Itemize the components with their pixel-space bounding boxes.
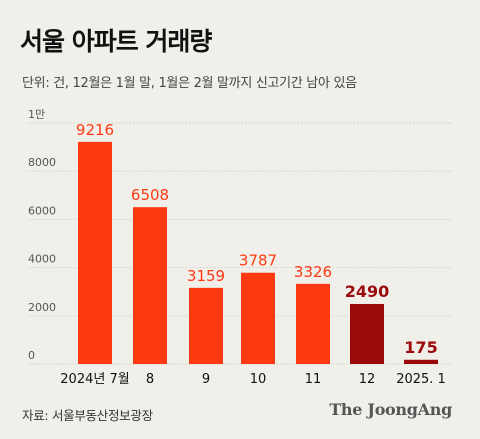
bar <box>241 272 275 364</box>
value-label: 9216 <box>76 121 114 139</box>
x-tick-label: 2025. 1 <box>396 372 446 387</box>
y-tick-label: 8000 <box>28 156 56 169</box>
bar <box>133 207 167 364</box>
x-tick-label: 2024년 7월 <box>60 372 129 387</box>
value-label: 3326 <box>294 263 332 281</box>
value-label: 3159 <box>187 267 225 285</box>
y-axis-ticks: 0 2000 4000 6000 8000 1만 <box>28 108 56 362</box>
x-tick-label: 9 <box>202 372 210 387</box>
brand-logo: The JoongAng <box>329 400 452 419</box>
y-tick-label: 2000 <box>28 301 56 314</box>
bar <box>404 359 438 364</box>
value-label: 6508 <box>131 186 169 204</box>
x-tick-label: 8 <box>146 372 154 387</box>
x-tick-label: 11 <box>305 372 322 387</box>
value-label: 175 <box>404 338 437 357</box>
bar <box>189 287 223 364</box>
bars <box>78 141 438 364</box>
chart-title: 서울 아파트 거래량 <box>20 27 212 56</box>
value-label: 3787 <box>239 252 277 270</box>
x-tick-label: 10 <box>250 372 267 387</box>
y-tick-label: 4000 <box>28 253 56 266</box>
x-axis-ticks: 2024년 7월 8 9 10 11 12 2025. 1 <box>60 372 446 387</box>
value-label: 2490 <box>345 282 390 301</box>
y-tick-label: 0 <box>28 349 35 362</box>
bar <box>350 303 384 364</box>
bar <box>296 283 330 364</box>
y-tick-label: 1만 <box>28 108 45 121</box>
bar <box>78 141 112 364</box>
source-note: 자료: 서울부동산정보광장 <box>22 408 153 423</box>
chart-subtitle: 단위: 건, 12월은 1월 말, 1월은 2월 말까지 신고기간 남아 있음 <box>22 76 357 91</box>
x-tick-label: 12 <box>359 372 376 387</box>
y-tick-label: 6000 <box>28 204 56 217</box>
value-labels: 9216 6508 3159 3787 3326 2490 175 <box>76 121 438 357</box>
